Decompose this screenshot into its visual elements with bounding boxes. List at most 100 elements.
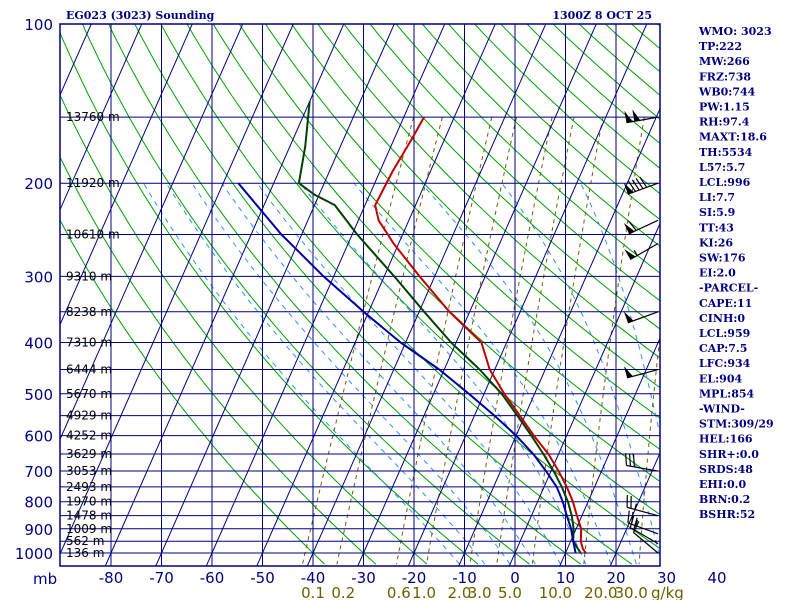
series-line-temperature [374, 116, 587, 554]
barb-pennant [623, 182, 634, 195]
height-label: 11920 m [66, 176, 120, 190]
index-item: LCL:996 [699, 176, 751, 189]
index-item: FRZ:738 [699, 70, 751, 83]
moist-adiabat [421, 182, 637, 565]
chart-title: EG023 (3023) Sounding [66, 9, 215, 22]
dry-adiabat [604, 24, 660, 73]
barb-pennant [623, 311, 634, 323]
height-label: 4252 m [66, 429, 112, 443]
mixing-ratio-label: 20.0 [584, 584, 617, 600]
dry-adiabat [160, 24, 660, 550]
wind-barbs [623, 109, 659, 554]
moist-adiabat [165, 182, 486, 565]
pressure-tick-label: 100 [24, 16, 53, 34]
isotherm [508, 222, 660, 566]
index-item: WMO: 3023 [698, 25, 772, 38]
height-label: 1478 m [66, 509, 112, 523]
moist-adiabat [143, 182, 460, 565]
mixing-ratio-line [396, 117, 493, 565]
mixing-ratio-label: 1.0 [412, 584, 436, 600]
series-line-dewpoint [297, 101, 582, 554]
wind-barb [623, 219, 659, 235]
dry-adiabat [108, 24, 581, 565]
index-item: BRN:0.2 [699, 493, 750, 506]
temperature-tick-label: 10 [556, 569, 575, 587]
isotherm [407, 24, 648, 566]
barb-pennant [624, 110, 633, 123]
index-item: HEL:166 [699, 433, 753, 446]
pressure-tick-label: 900 [24, 521, 53, 539]
barb-flag [625, 453, 628, 466]
plot-frame [59, 23, 661, 567]
barb-flag [628, 180, 636, 192]
isotherm [60, 24, 294, 556]
index-item: MW:266 [699, 55, 750, 68]
barb-half-flag [634, 519, 639, 526]
index-item: LFC:934 [699, 357, 751, 370]
temperature-tick-label: -40 [301, 569, 326, 587]
height-label: 6444 m [66, 363, 112, 377]
temperature-tick-label: 40 [707, 569, 726, 587]
temperature-tick-label: -20 [402, 569, 427, 587]
index-item: WB0:744 [698, 85, 756, 98]
index-item: RH:97.4 [699, 116, 750, 129]
mixing-ratio-label: 30.0 [614, 584, 647, 600]
isotherm [306, 24, 547, 566]
wind-barb [626, 495, 659, 517]
dry-adiabat [134, 24, 633, 565]
index-item: CAPE:11 [699, 297, 752, 310]
index-item: EL:904 [699, 372, 742, 385]
height-label: 7310 m [66, 335, 112, 349]
mixing-ratio-line [638, 331, 660, 565]
height-label: 9310 m [66, 269, 112, 283]
index-item: LCL:959 [699, 327, 750, 340]
height-label: 13760 m [66, 110, 120, 124]
pressure-tick-label: 600 [24, 428, 53, 446]
isotherm [357, 24, 597, 566]
wind-barb [627, 510, 659, 535]
height-label: 10610 m [66, 228, 120, 242]
height-label: 1970 m [66, 495, 112, 509]
barb-staff [633, 531, 659, 554]
barb-half-flag [633, 250, 638, 256]
moist-adiabat [191, 182, 511, 565]
moist-adiabat [501, 182, 660, 560]
index-item: BSHR:52 [699, 508, 755, 521]
index-item: EHI:0.0 [699, 478, 746, 491]
index-item: TT:43 [699, 221, 734, 234]
height-label: 4929 m [66, 409, 112, 423]
wind-barb [625, 453, 659, 472]
mixing-ratio-label: 2.0 [448, 584, 472, 600]
barb-pennant [623, 366, 633, 378]
isotherm [256, 24, 496, 566]
index-item: KI:26 [699, 236, 733, 249]
wind-barb [623, 366, 659, 379]
temperature-tick-label: -60 [200, 569, 225, 587]
isotherm [609, 451, 660, 566]
temperature-tick-label: -30 [351, 569, 376, 587]
barb-flag [627, 220, 637, 231]
mixing-unit-label: g/kg [651, 584, 684, 600]
index-item: TH:5534 [699, 146, 753, 159]
height-label: 2493 m [66, 480, 112, 494]
isotherm [762, 12, 800, 566]
series-line-parcel [237, 182, 577, 554]
index-item: CAP:7.5 [699, 342, 747, 355]
isotherm [155, 24, 395, 566]
temperature-tick-label: -70 [149, 569, 174, 587]
barb-flag [628, 453, 632, 467]
height-label: 1009 m [66, 522, 112, 536]
mixing-ratio-label: 10.0 [539, 584, 572, 600]
sounding-traces [237, 101, 587, 554]
barb-flag [632, 521, 640, 533]
index-item: EI:2.0 [699, 267, 736, 280]
isotherm [559, 336, 660, 566]
index-item: CINH:0 [699, 312, 745, 325]
isotherm [60, 24, 244, 441]
index-item: -PARCEL- [699, 282, 758, 295]
index-item: LI:7.7 [699, 191, 735, 204]
barb-flag [632, 454, 635, 467]
dry-adiabat [60, 155, 377, 565]
